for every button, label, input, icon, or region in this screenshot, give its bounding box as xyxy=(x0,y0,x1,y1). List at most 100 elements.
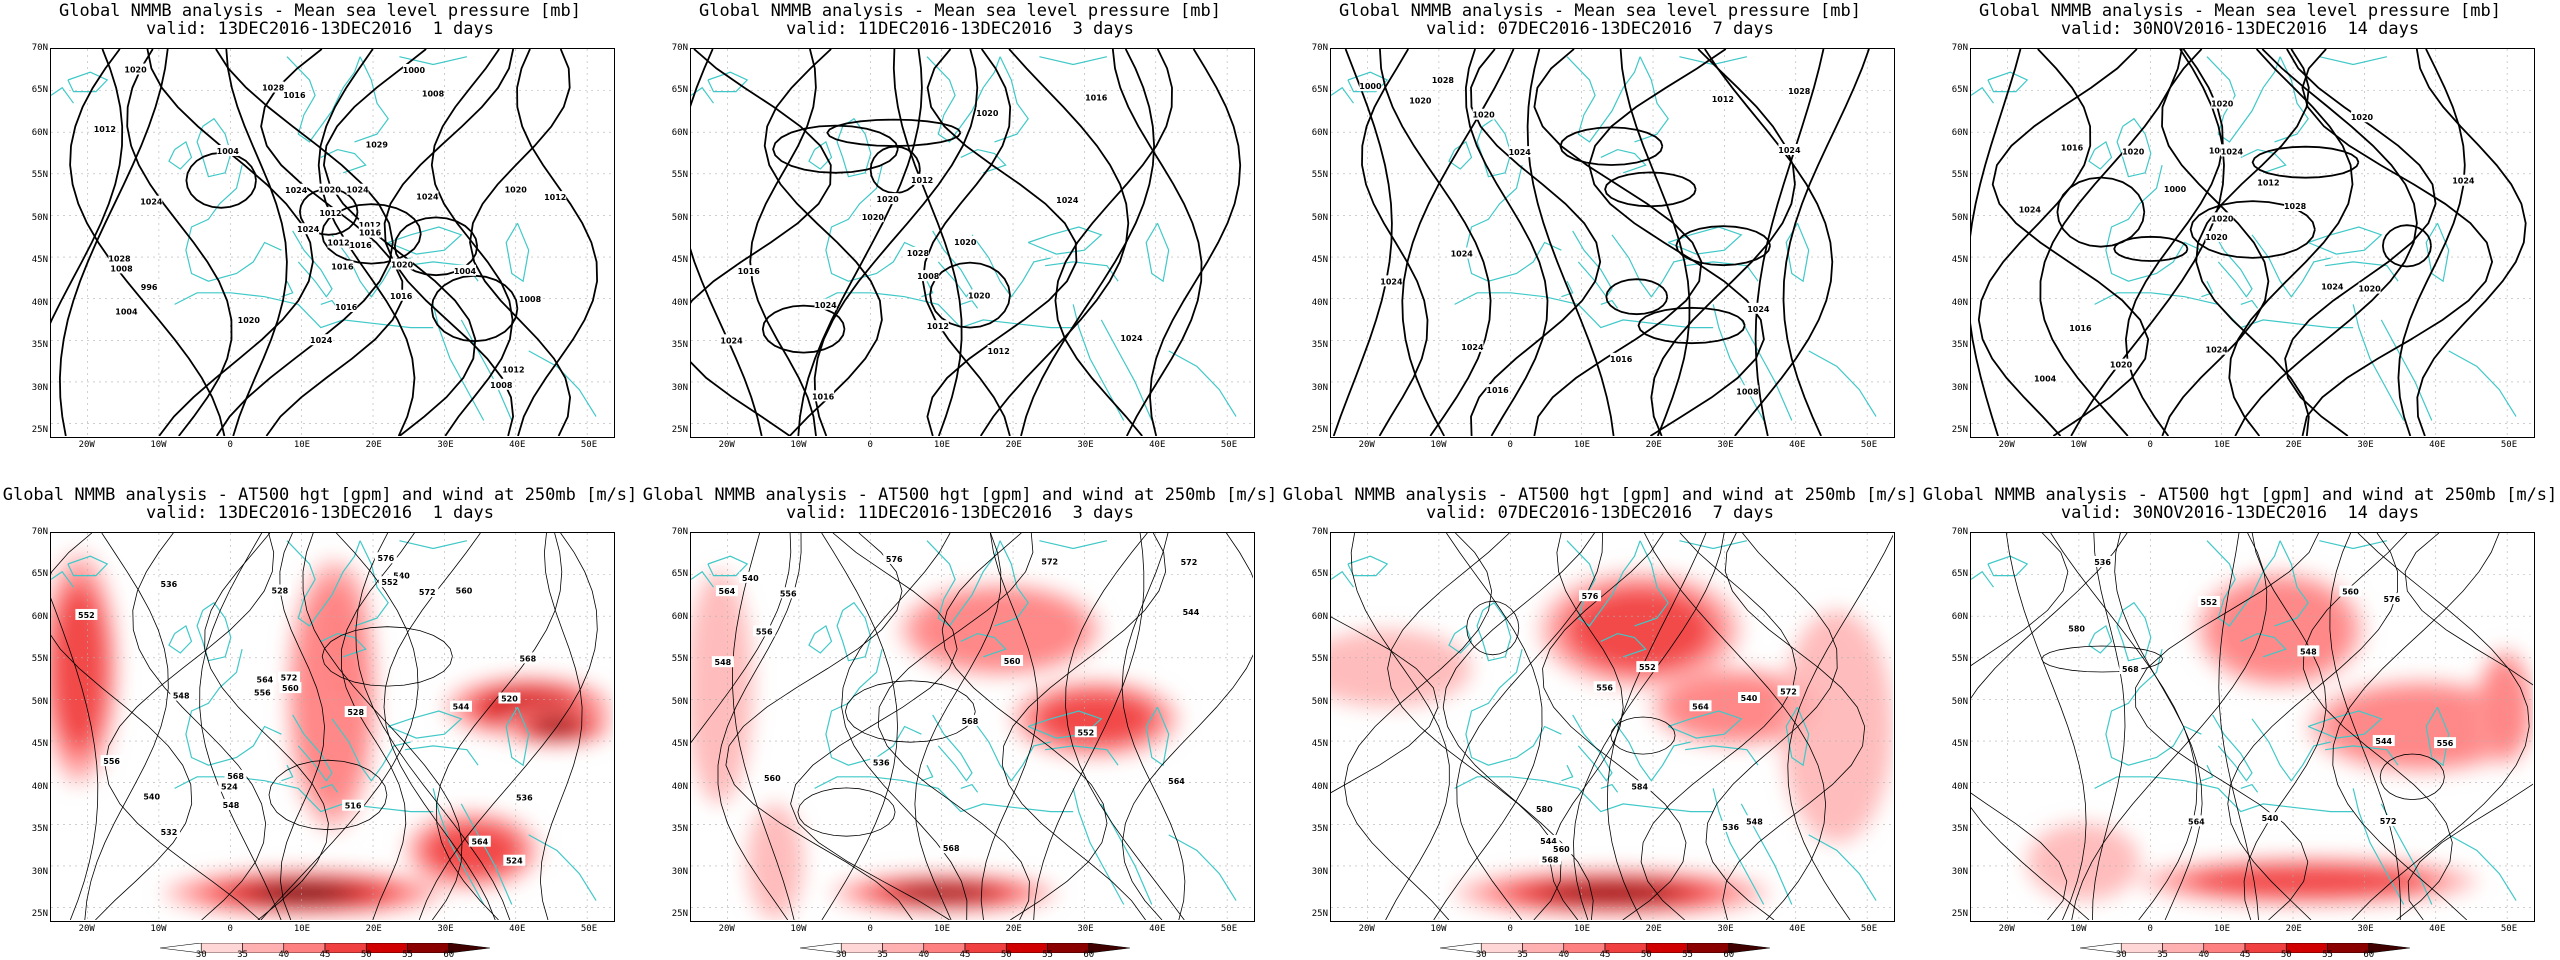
x-tick-label: 50E xyxy=(1860,924,1878,934)
height-contour xyxy=(732,533,795,920)
panel-title: Global NMMB analysis - AT500 hgt [gpm] a… xyxy=(0,486,640,522)
map-svg: 536 540 544 548 552 556 560 564 568 572 576 580 584 xyxy=(1331,533,1893,920)
contour-label-bg xyxy=(2069,322,2092,334)
contour-label: 536 xyxy=(516,793,533,802)
contour-label: 536 xyxy=(161,580,178,589)
contour-label-bg xyxy=(359,226,382,238)
height-contour xyxy=(1610,716,1676,755)
coastline xyxy=(1454,292,1714,329)
panel-title: Global NMMB analysis - Mean sea level pr… xyxy=(1920,2,2560,38)
contour-label-bg xyxy=(1380,275,1403,287)
contour-label: 564 xyxy=(471,838,488,847)
isobar xyxy=(260,49,404,436)
colorbar-tick-label: 30 xyxy=(835,950,847,960)
contour-label: 1016 xyxy=(390,292,413,301)
x-tick-label: 30E xyxy=(437,440,454,450)
x-tick-label: 0 xyxy=(227,440,233,450)
y-tick-label: 60N xyxy=(1311,127,1328,138)
contour-label-bg xyxy=(349,238,372,250)
coastline xyxy=(505,706,530,767)
contour-label: 1024 xyxy=(2221,147,2244,156)
x-tick-label: 50E xyxy=(2500,440,2518,450)
colorbar-tick-label: 55 xyxy=(1682,950,1693,960)
x-tick-label: 30E xyxy=(1077,440,1094,450)
contour-label-bg xyxy=(251,686,274,698)
colorbar-tick-label: 55 xyxy=(402,950,413,960)
contour-label-bg xyxy=(906,246,929,258)
contour-label-bg xyxy=(1056,193,1079,205)
y-tick-label: 60N xyxy=(1311,611,1328,622)
contour-label-bg xyxy=(1550,843,1573,855)
colorbar-tick-label: 60 xyxy=(1083,950,1095,960)
coastline xyxy=(1072,788,1125,905)
map-svg: 1000 1008 1012 1016 1020 1024 1028 1028 1024 1024… xyxy=(1331,49,1893,436)
contour-label-bg xyxy=(1539,853,1562,865)
contour-label-bg xyxy=(2321,280,2344,292)
contour-label: 1012 xyxy=(502,366,524,375)
x-tick-label: 50E xyxy=(1860,440,1878,450)
contour-label: 1024 xyxy=(1778,146,1801,155)
coastline xyxy=(387,710,463,739)
contour-label: 1028 xyxy=(1788,87,1811,96)
colorbar-tick-label: 45 xyxy=(959,950,971,960)
contour-label-bg xyxy=(75,608,98,620)
isobar xyxy=(826,118,962,147)
coastline xyxy=(1600,783,1619,793)
contour-label-bg xyxy=(883,552,906,564)
contour-label: 1008 xyxy=(110,264,133,273)
coastline xyxy=(1785,706,1810,767)
contour-label: 564 xyxy=(1168,777,1185,786)
y-tick-label: 70N xyxy=(1951,527,1968,537)
height-contour xyxy=(877,533,1034,920)
height-contour xyxy=(1705,533,1838,920)
contour-label-bg xyxy=(124,63,147,75)
isobar xyxy=(2124,49,2224,436)
contour-label: 1012 xyxy=(319,209,341,218)
isobar xyxy=(1526,49,1615,436)
x-tick-label: 40E xyxy=(1149,440,1166,450)
isobar xyxy=(979,49,1130,436)
contour-label: 524 xyxy=(506,857,523,866)
height-contour xyxy=(1350,533,1450,920)
contour-label: 1008 xyxy=(2209,146,2232,155)
y-tick-label: 50N xyxy=(31,212,48,223)
contour-label-bg xyxy=(2205,343,2228,355)
coastline xyxy=(2212,230,2253,298)
coastline xyxy=(1740,319,1793,421)
contour-label: 1024 xyxy=(1120,334,1143,343)
contour-label: 528 xyxy=(272,587,289,596)
colorbar-tick-label: 60 xyxy=(443,950,455,960)
contour-label: 1020 xyxy=(954,238,977,247)
isobar xyxy=(225,49,288,436)
contour-label-bg xyxy=(516,652,539,664)
height-contour xyxy=(1787,534,1893,920)
colorbar-swatch xyxy=(448,942,491,954)
contour-label-bg xyxy=(1736,385,1759,397)
height-contour xyxy=(1573,533,1725,920)
contour-label: 568 xyxy=(962,717,979,726)
y-tick-label: 40N xyxy=(1951,781,1968,792)
coastline xyxy=(196,117,232,178)
height-contour xyxy=(2332,533,2500,920)
height-contour xyxy=(2302,533,2453,920)
coastline xyxy=(387,226,463,255)
x-tick-label: 10W xyxy=(1430,924,1447,934)
colorbar-tick-label: 30 xyxy=(2115,950,2127,960)
contour-label: 548 xyxy=(173,692,190,701)
coastline xyxy=(2325,261,2399,282)
z500-wind-map: 520 524 528 532 536 540 544 548 552 556 560 564 568 5… xyxy=(50,532,615,922)
coastline xyxy=(1145,706,1170,767)
coastline xyxy=(1611,718,1691,782)
colorbar-tick-label: 30 xyxy=(1475,950,1487,960)
contour-label-bg xyxy=(2358,282,2381,294)
contour-label-bg xyxy=(468,835,491,847)
contour-label-bg xyxy=(285,183,308,195)
contour-label: 1020 xyxy=(976,109,999,118)
contour-label-bg xyxy=(253,673,276,685)
coastline xyxy=(1561,764,1574,782)
isobar xyxy=(1054,49,1173,436)
y-tick-label: 30N xyxy=(31,382,48,393)
contour-label: 1024 xyxy=(1461,343,1484,352)
contour-label-bg xyxy=(1747,302,1770,314)
y-tick-label: 40N xyxy=(671,781,688,792)
